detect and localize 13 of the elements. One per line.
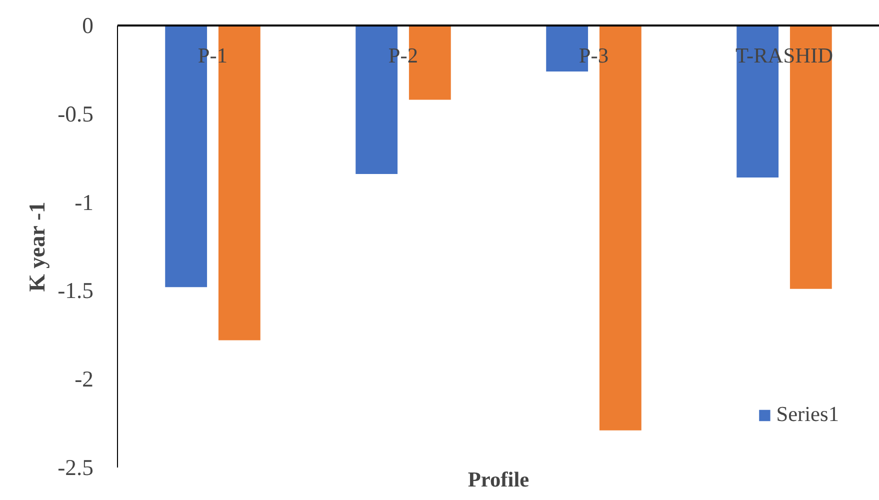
y-tick-label: 0 [82, 13, 94, 38]
y-axis-title: K year -1 [24, 202, 50, 292]
y-tick-label: -2 [74, 366, 94, 392]
x-tick-label: P-2 [388, 44, 418, 68]
y-tick-label: -1.5 [58, 278, 94, 304]
x-axis-title: Profile [468, 468, 530, 492]
y-tick-label: -2.5 [58, 455, 94, 480]
legend-label: Series1 [776, 402, 839, 427]
x-tick-label: T-RASHID [735, 44, 834, 68]
y-tick-label: -0.5 [58, 101, 94, 126]
x-tick-label: P-3 [578, 44, 609, 68]
x-tick-label: P-1 [198, 44, 228, 68]
y-tick-label: -1 [74, 190, 94, 215]
